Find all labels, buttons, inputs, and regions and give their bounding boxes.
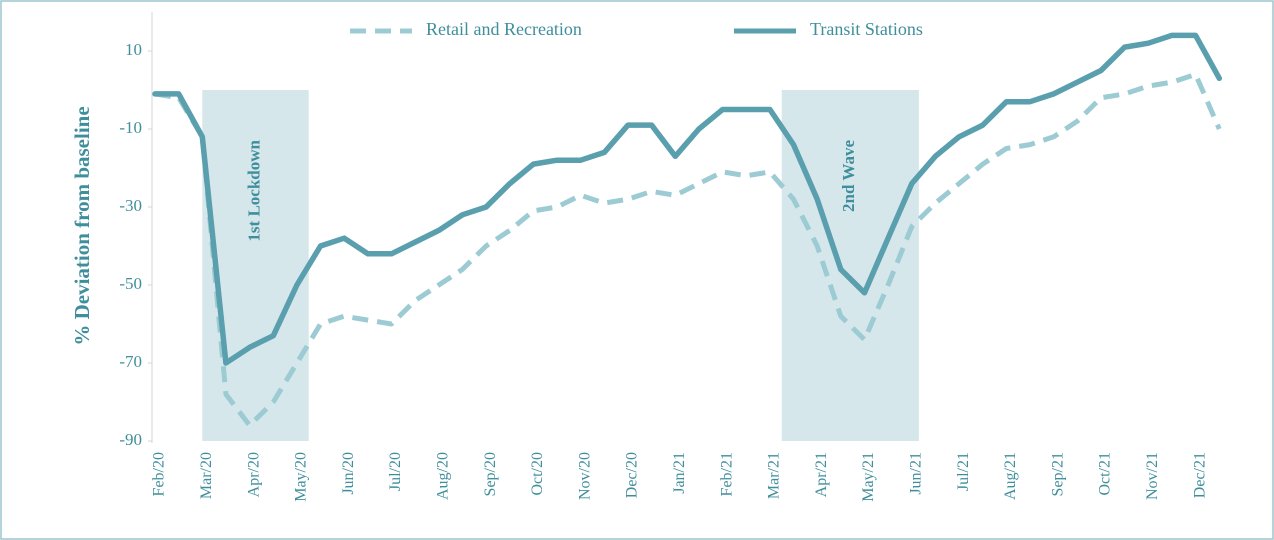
x-tick-label: Jul/21 [955, 452, 972, 491]
x-tick-label: Sep/21 [1049, 452, 1066, 496]
x-tick-label: Feb/21 [718, 452, 735, 496]
x-tick-label: Dec/21 [1191, 452, 1208, 498]
legend-label: Retail and Recreation [426, 19, 582, 39]
x-tick-label: May/20 [293, 452, 310, 502]
shaded-region [781, 90, 919, 441]
x-tick-label: Dec/20 [624, 452, 641, 498]
y-tick-label: -70 [119, 352, 142, 371]
legend-label: Transit Stations [810, 19, 923, 39]
x-tick-label: Mar/20 [198, 452, 215, 499]
x-tick-label: Sep/20 [482, 452, 499, 496]
region-label: 1st Lockdown [244, 139, 263, 241]
x-tick-label: Aug/20 [434, 452, 451, 500]
x-tick-label: Apr/20 [245, 452, 262, 497]
x-tick-label: Aug/21 [1002, 452, 1019, 500]
x-tick-label: Apr/21 [813, 452, 830, 497]
y-tick-label: -30 [119, 196, 142, 215]
shaded-regions: 1st Lockdown 2nd Wave [202, 90, 919, 441]
x-tick-label: Nov/21 [1144, 452, 1161, 500]
series-line [152, 32, 1223, 366]
x-tick-label: Oct/20 [529, 452, 546, 496]
x-tick-label: Jul/20 [387, 452, 404, 491]
x-tick-label: Jan/21 [671, 452, 688, 494]
y-tick-label: -90 [119, 430, 142, 449]
x-tick-label: Mar/21 [766, 452, 783, 499]
x-tick-label: Nov/20 [576, 452, 593, 500]
x-tick-label: May/21 [860, 452, 877, 502]
x-tick-label: Feb/20 [151, 452, 168, 496]
x-tick-label: Jun/21 [907, 452, 924, 495]
y-tick-label: -50 [119, 274, 142, 293]
y-axis-label: % Deviation from baseline [70, 106, 94, 345]
region-label: 2nd Wave [839, 140, 858, 212]
x-tick-label: Oct/21 [1097, 452, 1114, 496]
shaded-region [202, 90, 309, 441]
legend: Retail and Recreation Transit Stations [350, 19, 923, 39]
y-tick-label: 10 [125, 40, 142, 59]
series-line [154, 71, 1222, 428]
y-tick-label: -10 [119, 118, 142, 137]
x-tick-label: Jun/20 [340, 452, 357, 495]
